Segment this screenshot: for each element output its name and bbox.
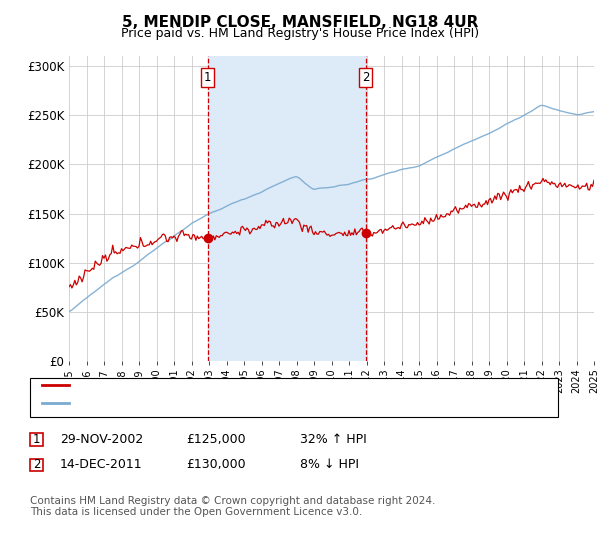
Text: 32% ↑ HPI: 32% ↑ HPI (300, 433, 367, 446)
Text: 5, MENDIP CLOSE, MANSFIELD, NG18 4UR: 5, MENDIP CLOSE, MANSFIELD, NG18 4UR (122, 15, 478, 30)
Text: Contains HM Land Registry data © Crown copyright and database right 2024.
This d: Contains HM Land Registry data © Crown c… (30, 496, 436, 517)
Text: Price paid vs. HM Land Registry's House Price Index (HPI): Price paid vs. HM Land Registry's House … (121, 27, 479, 40)
Text: 2: 2 (33, 458, 40, 472)
Bar (208, 56, 365, 361)
Text: 1: 1 (204, 71, 211, 84)
Text: £125,000: £125,000 (186, 433, 245, 446)
Text: £130,000: £130,000 (186, 458, 245, 472)
Text: HPI: Average price, detached house, Mansfield: HPI: Average price, detached house, Mans… (75, 398, 335, 408)
Text: 29-NOV-2002: 29-NOV-2002 (60, 433, 143, 446)
Text: 8% ↓ HPI: 8% ↓ HPI (300, 458, 359, 472)
Text: 14-DEC-2011: 14-DEC-2011 (60, 458, 143, 472)
Text: 5, MENDIP CLOSE, MANSFIELD, NG18 4UR (detached house): 5, MENDIP CLOSE, MANSFIELD, NG18 4UR (de… (75, 380, 410, 390)
Text: 1: 1 (33, 433, 40, 446)
Text: 2: 2 (362, 71, 370, 84)
